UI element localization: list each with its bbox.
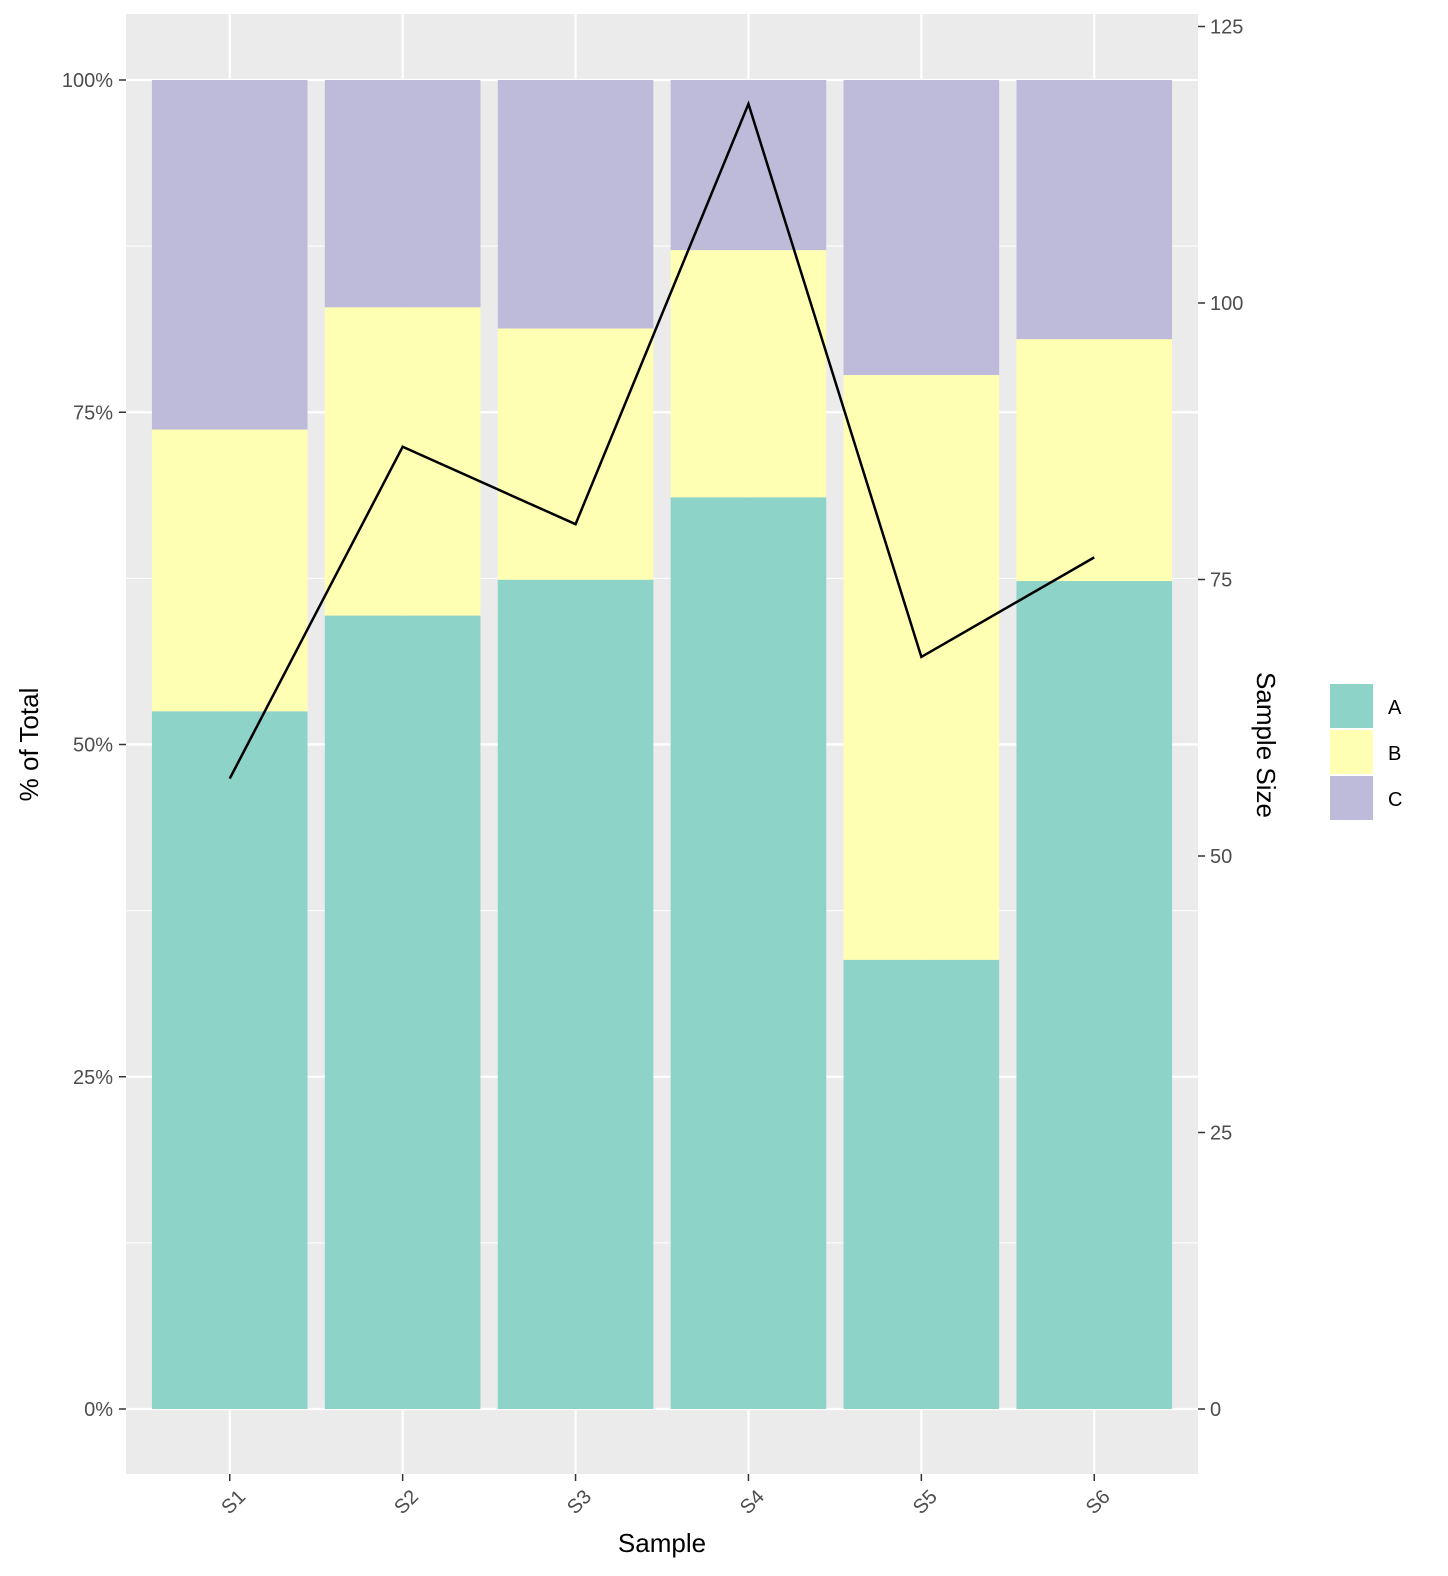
bar-b-s2 [324,307,481,616]
y-tick-label: 75% [73,402,113,424]
legend-key-c [1330,776,1373,820]
y2-tick-label: 0 [1210,1399,1221,1421]
y-tick-label: 50% [73,735,113,757]
bar-a-s1 [151,711,308,1409]
y-tick-label: 100% [62,70,113,92]
bar-b-s3 [497,328,654,580]
sample-size-line [228,100,1095,780]
legend-label-a: A [1388,697,1402,719]
bar-c-s6 [1016,80,1173,340]
y-tick-label: 0% [84,1399,113,1421]
legend-label-c: C [1388,789,1402,811]
legend-key-b [1330,730,1373,774]
y2-tick-label: 75 [1210,570,1232,592]
bar-c-s2 [324,80,481,308]
legend-key-a [1330,684,1373,728]
bar-b-s5 [843,375,1000,960]
y-tick-label: 25% [73,1067,113,1089]
bar-b-s6 [1016,339,1173,582]
y2-tick-label: 50 [1210,846,1232,868]
secondary-y-axis-title: Sample Size [1251,672,1281,818]
legend-label-b: B [1388,743,1401,765]
bar-a-s4 [670,497,827,1409]
legend: A B C [1330,684,1402,820]
bar-a-s6 [1016,581,1173,1409]
bar-a-s2 [324,615,481,1409]
bar-c-s3 [497,80,654,329]
y2-tick-label: 25 [1210,1123,1232,1145]
y2-tick-label: 125 [1210,17,1243,39]
bars [151,80,1173,1409]
bar-c-s4 [670,80,827,251]
bar-b-s4 [670,250,827,498]
bar-c-s5 [843,80,1000,376]
y-axis-title: % of Total [14,688,44,802]
x-axis-title: Sample [618,1528,706,1558]
bar-b-s1 [151,429,308,712]
y2-tick-label: 100 [1210,293,1243,315]
bar-a-s5 [843,959,1000,1409]
bar-a-s3 [497,579,654,1409]
bar-c-s1 [151,80,308,430]
